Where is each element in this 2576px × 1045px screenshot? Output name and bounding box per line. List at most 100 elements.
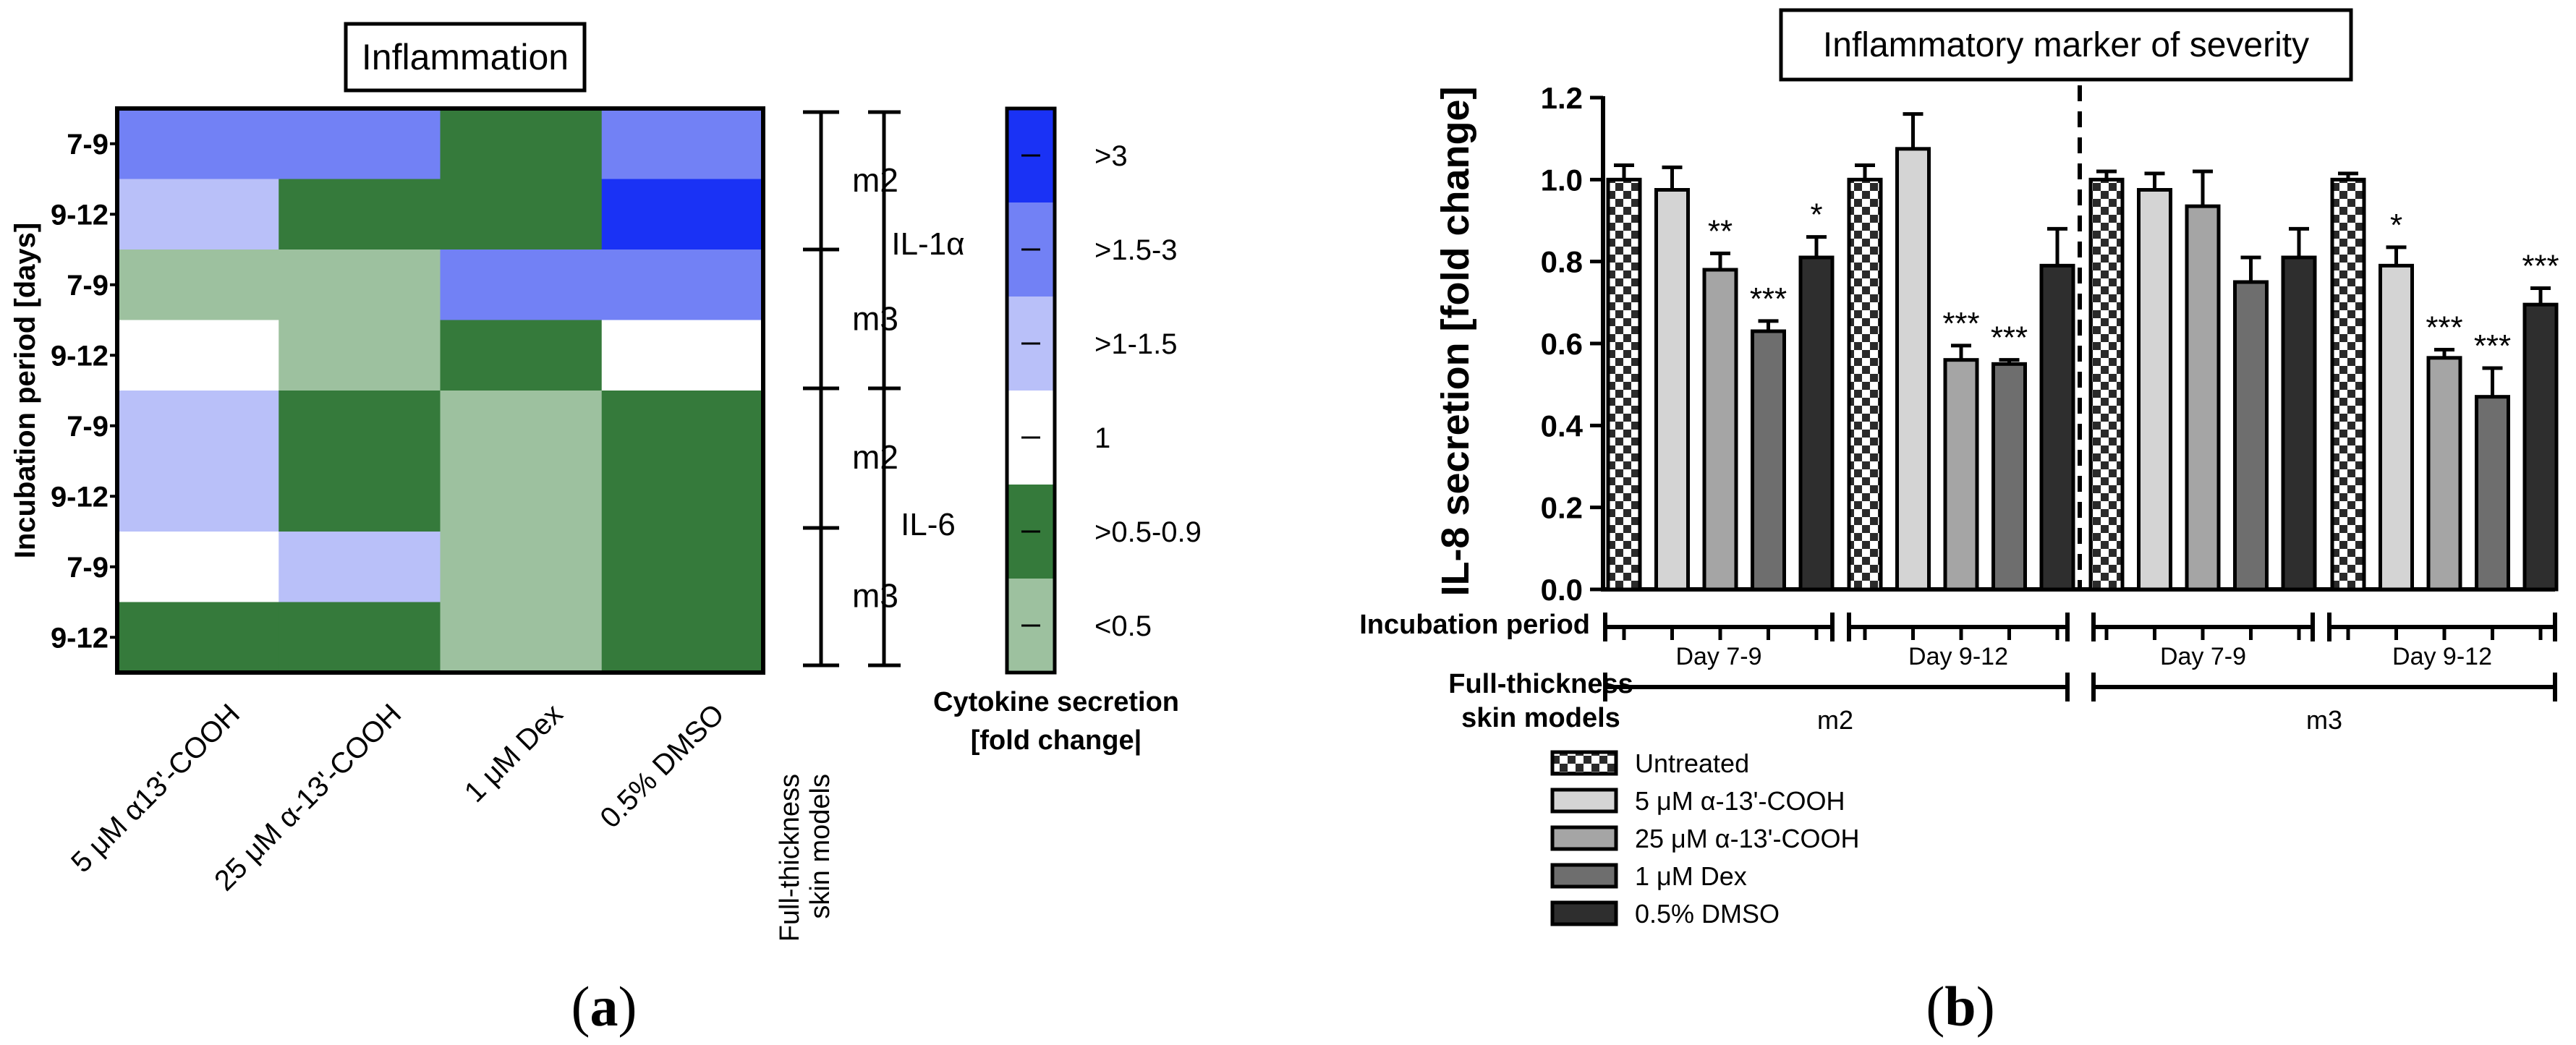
heatmap-cell [601, 532, 764, 602]
bar [1606, 177, 1642, 592]
panel-a-letter: a [590, 975, 619, 1038]
bar-title-box [1779, 8, 2353, 82]
bar-legend-label: 1 μM Dex [1635, 861, 1747, 891]
period-label: Day 7-9 [2160, 643, 2246, 670]
bar-y-tick-label: 0.0 [1541, 573, 1583, 607]
heatmap-legend-label: 1 [1094, 422, 1110, 454]
heatmap-legend-label: >1.5-3 [1094, 234, 1178, 266]
heatmap-row-label: 9-12 [51, 340, 109, 372]
heatmap-column-label: 1 μM Dex [459, 698, 569, 809]
heatmap-cell [601, 461, 764, 532]
bar-legend-label: 25 μM α-13'-COOH [1635, 824, 1859, 853]
heatmap-models-label-2: skin models [805, 774, 836, 919]
heatmap-legend-title-1: Cytokine secretion [933, 687, 1179, 717]
heatmap-cell [117, 320, 279, 391]
bar-models-label-2: skin models [1461, 703, 1620, 733]
heatmap-row-labels: 7-9 9-12 7-9 9-12 7-9 9-12 7-9 9-12 [51, 129, 117, 654]
bar [2426, 356, 2462, 592]
period-label: Day 7-9 [1675, 643, 1761, 670]
significance-marker: *** [1942, 306, 1979, 341]
heatmap-y-axis-label: Incubation period [days] [9, 223, 41, 558]
heatmap-border [115, 106, 765, 675]
heatmap-title-box [344, 22, 587, 93]
heatmap-cell [440, 532, 603, 602]
heatmap-row-label: 7-9 [67, 411, 109, 443]
heatmap-cell [440, 179, 603, 250]
significance-marker: *** [1991, 320, 2028, 356]
significance-marker: * [2390, 208, 2402, 243]
panel-b: Inflammatory marker of severity IL-8 sec… [1359, 8, 2559, 1038]
heatmap-cell [279, 249, 441, 320]
model-bracket [803, 110, 839, 667]
heatmap-row-label: 9-12 [51, 622, 109, 654]
heatmap-cell [440, 108, 603, 179]
bar [2475, 395, 2510, 592]
bar-y-tick-label: 1.2 [1541, 81, 1583, 115]
heatmap-cell [279, 391, 441, 461]
heatmap-cell [601, 602, 764, 673]
panel-a-paren-close: ) [619, 975, 637, 1038]
significance-marker: *** [2426, 310, 2462, 346]
bar-y-tick-label: 0.6 [1541, 327, 1583, 361]
heatmap-model-label: m2 [852, 161, 898, 199]
model-axis-lines [1603, 673, 2557, 701]
panel-label-a: (a) [571, 975, 637, 1038]
heatmap-model-labels: m2 m3 m2 m3 [852, 161, 898, 615]
heatmap-legend-title-2: [fold change| [971, 725, 1142, 756]
heatmap-row-label: 9-12 [51, 481, 109, 513]
heatmap-column-label: 5 μM α13'-COOH [65, 698, 246, 879]
heatmap-legend-label: <0.5 [1094, 610, 1152, 642]
heatmap-cell [279, 179, 441, 250]
heatmap-cell [440, 602, 603, 673]
panel-b-paren-open: ( [1926, 975, 1944, 1038]
heatmap-legend-label: >0.5-0.9 [1094, 516, 1202, 548]
heatmap-cells [117, 108, 764, 673]
heatmap-cell [601, 108, 764, 179]
model-label-m2: m2 [1817, 705, 1853, 735]
heatmap-cell [440, 249, 603, 320]
heatmap-cell [601, 249, 764, 320]
bar [2137, 188, 2172, 592]
heatmap-cell [279, 532, 441, 602]
bar-y-axis-label: IL-8 secretion [fold change] [1434, 86, 1477, 596]
heatmap-legend: >3 >1.5-3 >1-1.5 1 >0.5-0.9 <0.5 [1007, 108, 1202, 673]
bar-series: ********* ************* [1606, 112, 2559, 592]
heatmap-column-label: 0.5% DMSO [594, 698, 730, 834]
bar [2233, 280, 2269, 592]
heatmap-cell [440, 320, 603, 391]
heatmap-legend-label: >1-1.5 [1094, 328, 1178, 360]
significance-marker: * [1810, 197, 1822, 233]
bar-y-tick-label: 0.2 [1541, 491, 1583, 525]
bar-y-tick-label: 1.0 [1541, 163, 1583, 197]
heatmap-legend-label: >3 [1094, 140, 1128, 172]
bar-legend-swatch [1550, 750, 1618, 776]
heatmap-cell [117, 249, 279, 320]
bar-models-label-1: Full-thickness [1448, 669, 1633, 699]
heatmap-row-label: 7-9 [67, 270, 109, 302]
bar-legend-swatch [1550, 825, 1618, 851]
cytokine-bracket [868, 110, 901, 667]
bar-legend: Untreated 5 μM α-13'-COOH 25 μM α-13'-COOH… [1550, 748, 1859, 929]
period-label: Day 9-12 [1908, 643, 2008, 670]
bar [2330, 177, 2366, 592]
bar-legend-label: 0.5% DMSO [1635, 899, 1780, 929]
incubation-period-label: Incubation period [1359, 610, 1590, 640]
heatmap-cell [440, 461, 603, 532]
model-label-m3: m3 [2306, 705, 2342, 735]
bar [1751, 329, 1786, 592]
bar-title: Inflammatory marker of severity [1823, 26, 2309, 64]
heatmap-row-label: 7-9 [67, 129, 109, 161]
bar-legend-label: Untreated [1635, 748, 1749, 778]
bar-y-tick-label: 0.8 [1541, 245, 1583, 279]
bar-legend-swatch [1550, 863, 1618, 889]
heatmap-cell [117, 391, 279, 461]
heatmap-cell [279, 461, 441, 532]
bar [2379, 263, 2414, 592]
bar [1702, 268, 1738, 592]
significance-marker: *** [1750, 281, 1787, 317]
heatmap-cell [279, 320, 441, 391]
bar [1895, 147, 1931, 592]
heatmap-cell [440, 391, 603, 461]
heatmap-cell [279, 108, 441, 179]
